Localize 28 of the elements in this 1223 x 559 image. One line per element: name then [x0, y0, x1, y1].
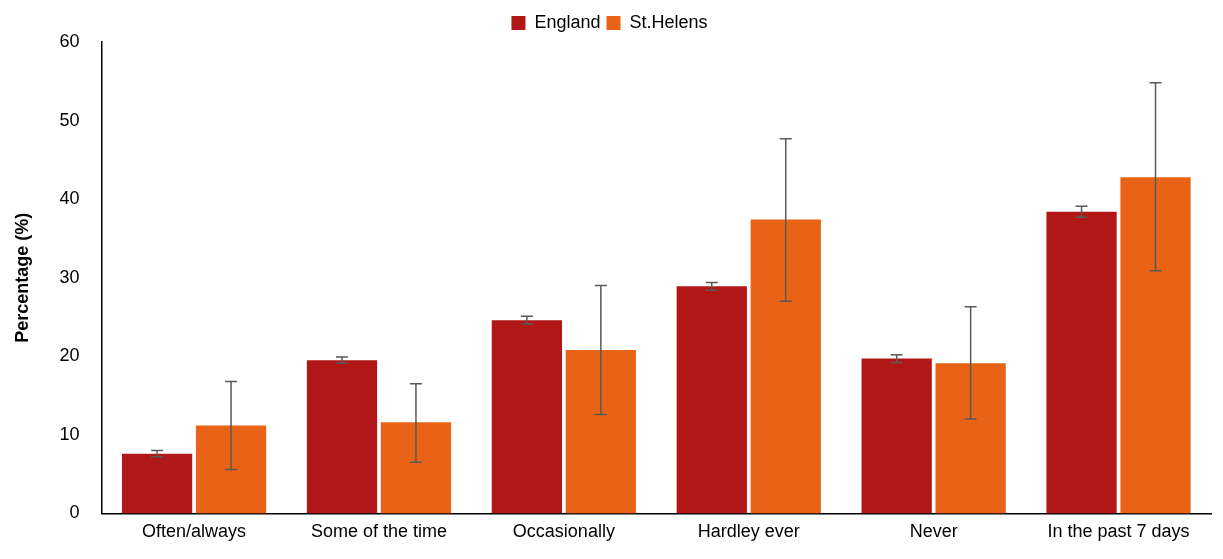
x-tick-label: Hardley ever — [697, 521, 800, 542]
bar — [195, 425, 267, 514]
x-tick-label: Never — [909, 521, 958, 542]
y-tick-label: 10 — [59, 423, 80, 444]
y-tick-label: 50 — [59, 109, 80, 130]
bar — [1046, 211, 1117, 514]
bar — [565, 349, 636, 514]
x-tick-label: Occasionally — [512, 521, 615, 542]
bar — [380, 422, 452, 514]
bar — [121, 453, 193, 514]
y-tick-label: 20 — [59, 345, 80, 366]
y-tick-label: 30 — [59, 266, 80, 287]
x-tick-label: Often/always — [142, 521, 247, 542]
bar — [750, 219, 821, 514]
legend-label: England — [534, 11, 601, 32]
y-tick-label: 60 — [59, 30, 80, 51]
bar — [306, 360, 378, 514]
y-tick-label: 0 — [69, 502, 80, 523]
legend-label: St.Helens — [629, 11, 708, 32]
bar — [491, 320, 563, 514]
y-tick-label: 40 — [59, 188, 80, 209]
x-tick-label: In the past 7 days — [1047, 521, 1190, 542]
y-axis-title: Percentage (%) — [11, 212, 32, 343]
bar — [935, 363, 1006, 514]
bar — [861, 358, 932, 514]
bar — [676, 286, 747, 514]
bar — [1120, 177, 1191, 514]
x-tick-label: Some of the time — [310, 521, 448, 542]
